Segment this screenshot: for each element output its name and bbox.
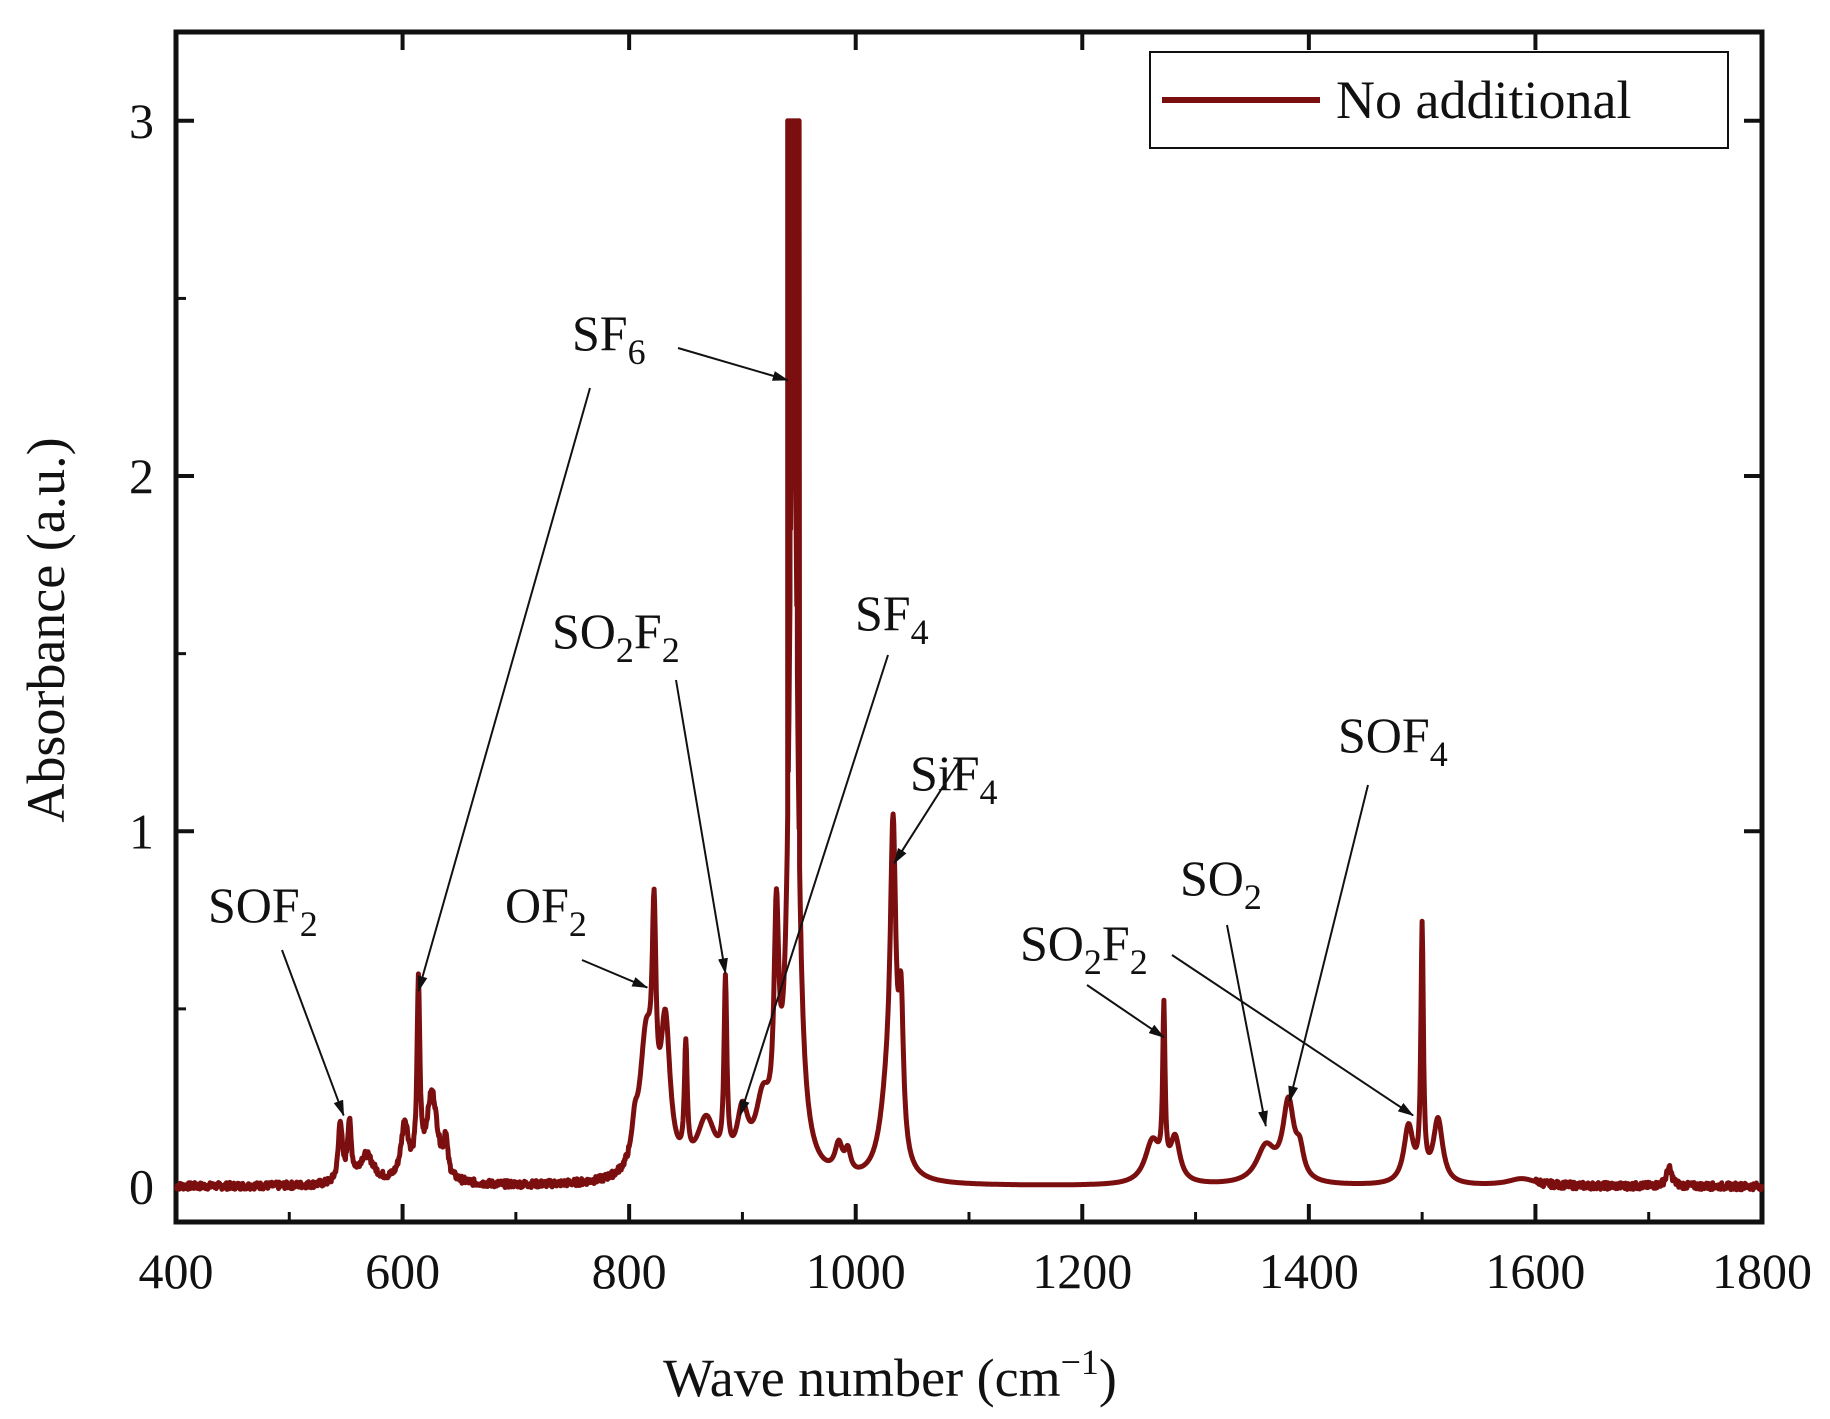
x-axis-title: Wave number (cm−1) [663, 1342, 1117, 1408]
x-tick-label: 1800 [1712, 1243, 1812, 1299]
annotation-label: SF4 [855, 585, 929, 652]
x-tick-label: 800 [592, 1243, 667, 1299]
axis-ticks: 400 600 800 1000 1200 1400 1600 1800 0 1 2 3 [129, 32, 1812, 1299]
annotation-label: SOF2 [208, 877, 318, 944]
x-tick-label: 1000 [806, 1243, 906, 1299]
series-line-no-additional [174, 118, 1765, 1193]
x-tick-label: 1600 [1485, 1243, 1585, 1299]
annotation-arrow [675, 679, 728, 975]
annotation-arrow [581, 959, 649, 989]
y-axis-title: Absorbance (a.u.) [16, 437, 76, 822]
annotation-arrow [281, 949, 345, 1117]
y-tick-label: 0 [129, 1158, 154, 1214]
annotation-arrow [739, 654, 889, 1117]
annotation-arrow [1226, 924, 1268, 1128]
x-tick-label: 400 [139, 1243, 214, 1299]
annotation-label: SOF4 [1338, 707, 1448, 774]
annotation-label: SF6 [572, 305, 646, 372]
series-layer [174, 118, 1765, 1193]
y-tick-label: 2 [129, 448, 154, 504]
annotation-layer: SOF2 SF6 OF2 SO2F2 SF4 SiF4 SO2F2 SO2 SOF4 [208, 305, 1448, 1128]
annotation-arrow [1086, 984, 1165, 1039]
legend-label: No additional [1336, 70, 1631, 130]
annotation-arrow [893, 759, 961, 865]
x-tick-label: 1200 [1032, 1243, 1132, 1299]
x-tick-label: 600 [365, 1243, 440, 1299]
annotation-label: OF2 [505, 877, 587, 944]
x-tick-label: 1400 [1259, 1243, 1359, 1299]
annotation-label: SO2 [1180, 850, 1262, 917]
annotation-label: SO2F2 [1020, 915, 1148, 982]
annotation-label: SO2F2 [552, 603, 680, 670]
y-tick-label: 1 [129, 803, 154, 859]
annotation-arrow [417, 387, 591, 993]
legend: No additional [1149, 51, 1729, 149]
annotation-label: SiF4 [910, 745, 998, 812]
x-axis-title-superscript: −1 [1061, 1342, 1099, 1382]
annotation-arrow [1171, 954, 1414, 1117]
annotation-arrow [677, 347, 789, 382]
plot-frame [173, 29, 1765, 1225]
y-tick-label: 3 [129, 93, 154, 149]
annotation-arrow [1288, 784, 1369, 1103]
